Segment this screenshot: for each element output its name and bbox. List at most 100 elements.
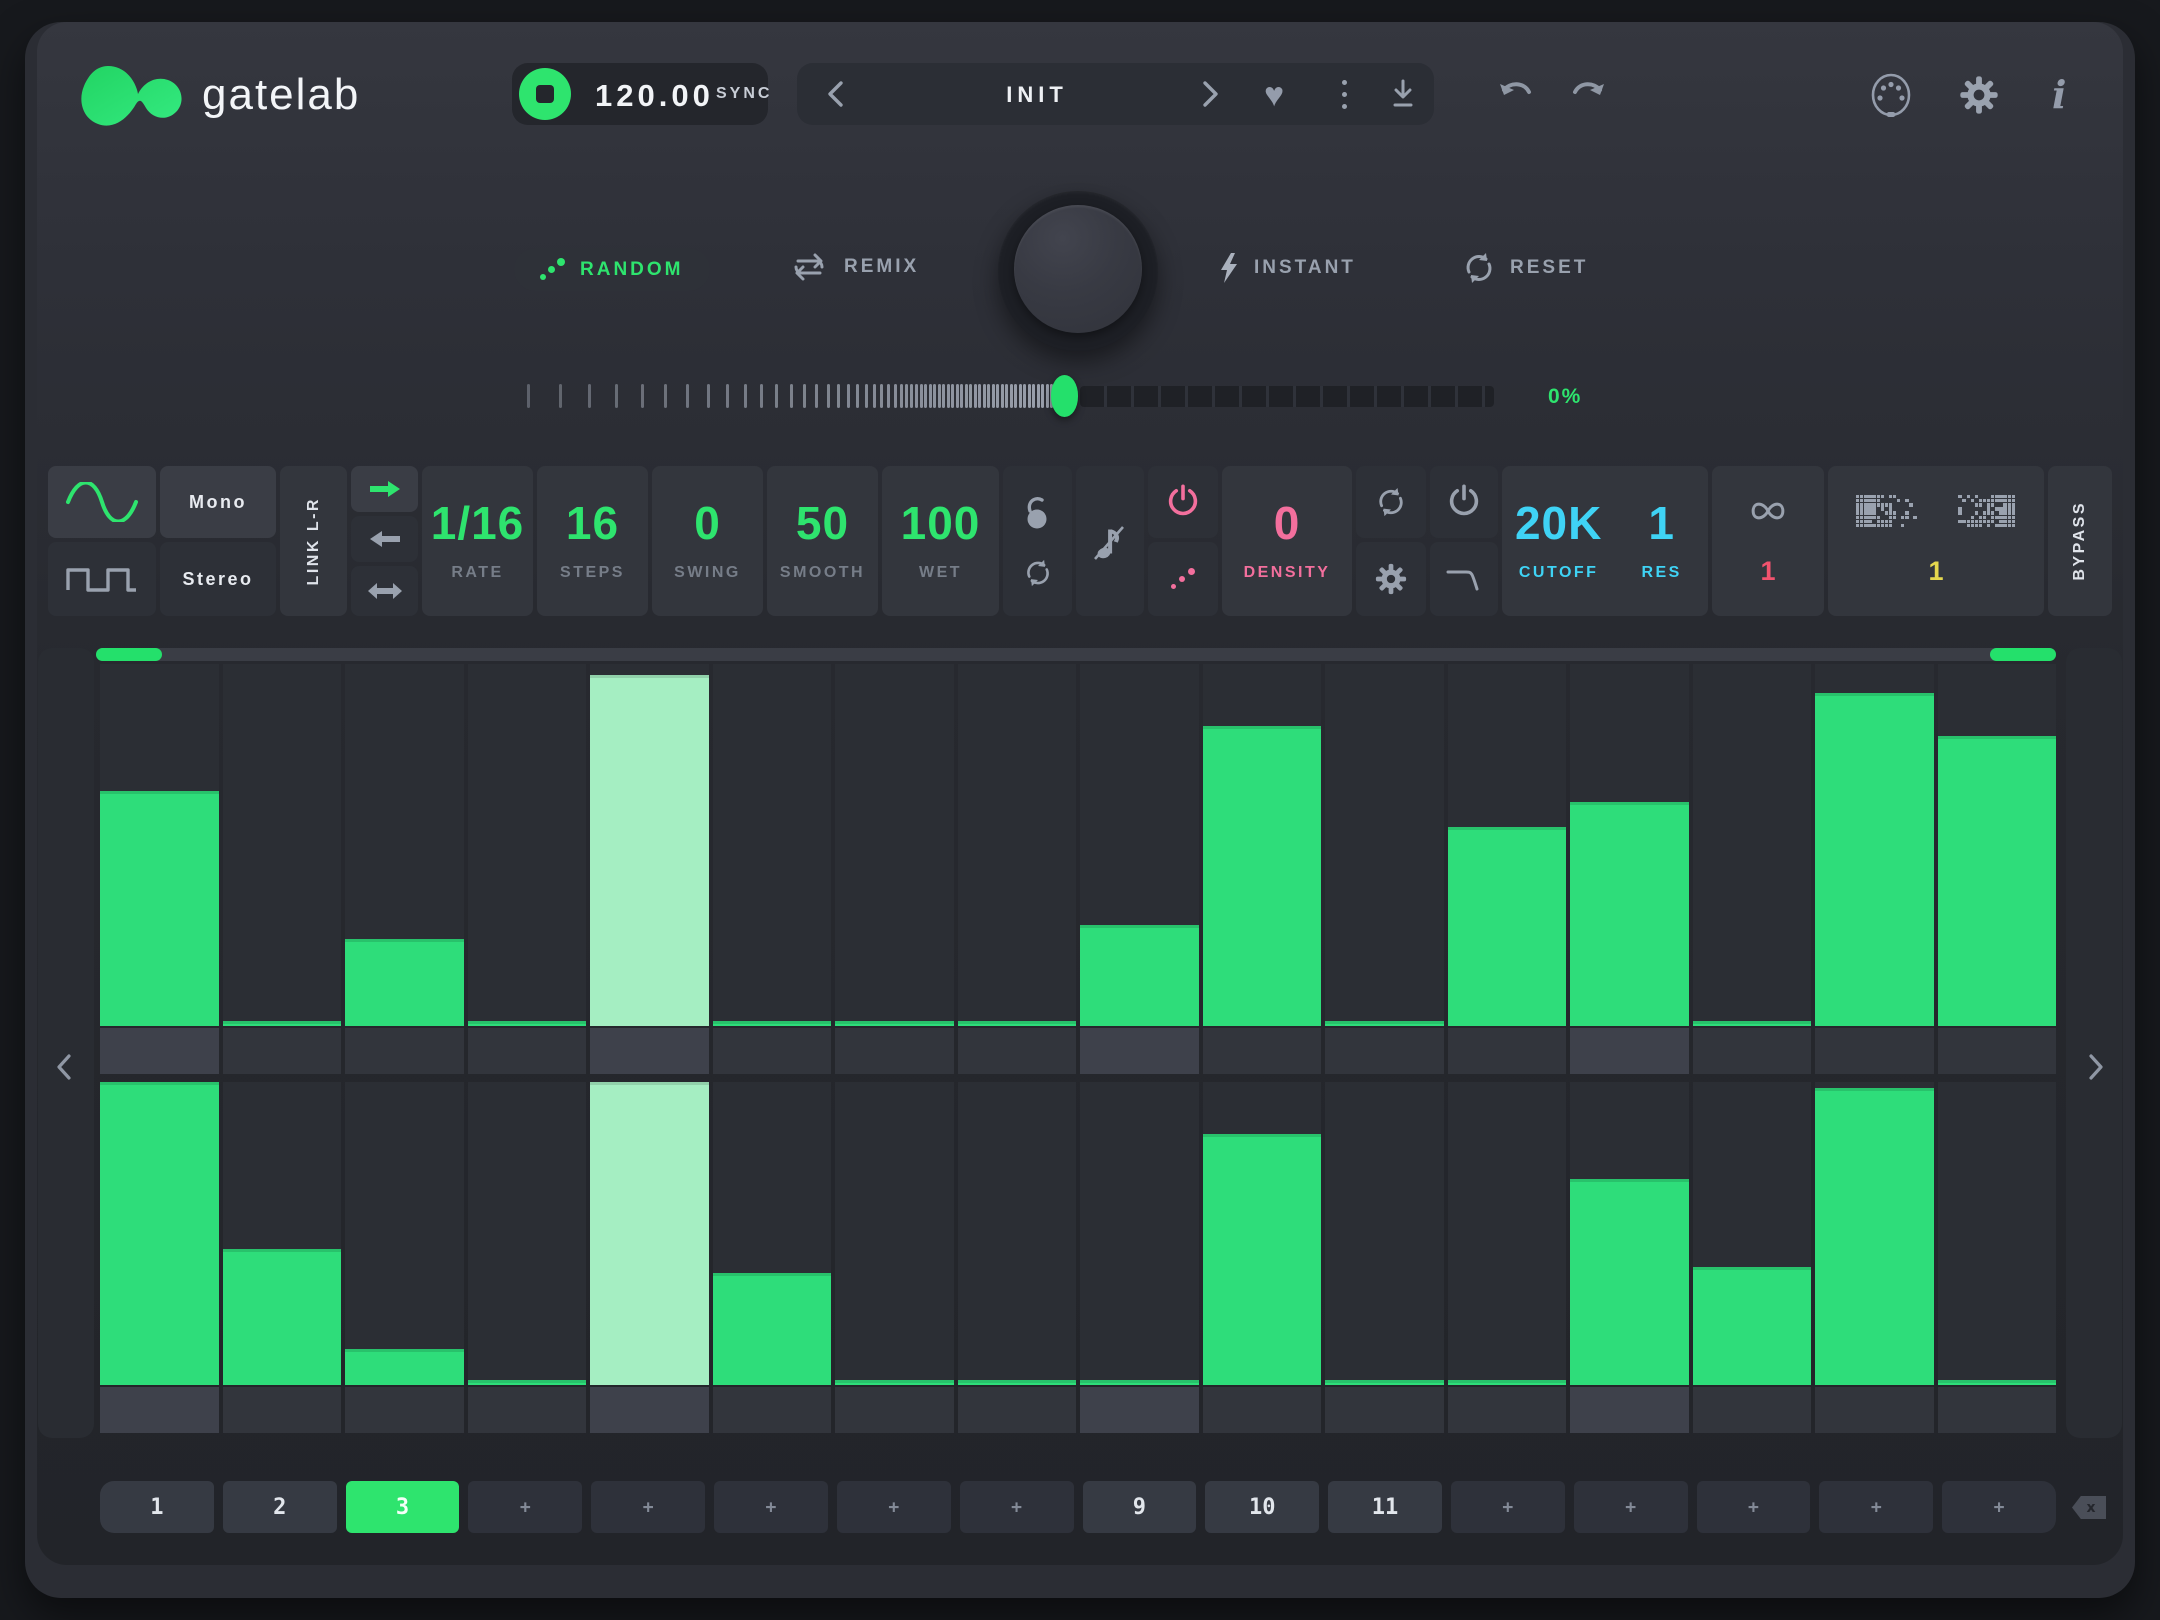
step-bar[interactable] xyxy=(1938,1380,2057,1385)
filter-cutoff-res-control[interactable]: 20K CUTOFF 1 RES xyxy=(1502,466,1708,616)
filter-cycle-button[interactable] xyxy=(1356,466,1426,538)
range-end-handle[interactable] xyxy=(1990,648,2056,661)
step-slot[interactable] xyxy=(345,1387,464,1433)
pattern-add-button[interactable]: + xyxy=(1574,1481,1688,1533)
preset-save-download-icon[interactable] xyxy=(1388,78,1418,110)
smooth-control[interactable]: 50 SMOOTH xyxy=(767,466,878,616)
pattern-button-3[interactable]: 3 xyxy=(346,1481,460,1533)
variation-slider-track[interactable] xyxy=(1080,386,1494,407)
loop-cycle-icon[interactable] xyxy=(1023,559,1053,587)
variation-knob-cap[interactable] xyxy=(1014,205,1142,333)
step-slot[interactable] xyxy=(100,1387,219,1433)
bypass-button[interactable]: BYPASS xyxy=(2048,466,2112,616)
pattern-add-button[interactable]: + xyxy=(1451,1481,1565,1533)
step-column[interactable] xyxy=(1693,664,1812,1026)
play-stop-button[interactable] xyxy=(519,68,571,120)
step-column[interactable] xyxy=(1448,1082,1567,1385)
tempo-value[interactable]: 120.00 xyxy=(595,78,714,114)
sync-toggle[interactable]: SYNC xyxy=(716,85,772,103)
step-slot[interactable] xyxy=(1080,1387,1199,1433)
step-slot[interactable] xyxy=(713,1387,832,1433)
step-bar[interactable] xyxy=(1080,925,1199,1026)
step-slot[interactable] xyxy=(1448,1387,1567,1433)
mute-button[interactable] xyxy=(1076,466,1144,616)
step-slot[interactable] xyxy=(1203,1387,1322,1433)
step-bar[interactable] xyxy=(223,1021,342,1026)
step-column[interactable] xyxy=(1203,664,1322,1026)
pattern-button-9[interactable]: 9 xyxy=(1083,1481,1197,1533)
filter-settings-button[interactable] xyxy=(1356,542,1426,616)
step-slot[interactable] xyxy=(468,1028,587,1074)
pattern-button-2[interactable]: 2 xyxy=(223,1481,337,1533)
pattern-button-1[interactable]: 1 xyxy=(100,1481,214,1533)
step-column[interactable] xyxy=(590,664,709,1026)
step-slot[interactable] xyxy=(223,1028,342,1074)
step-slot[interactable] xyxy=(468,1387,587,1433)
pattern-add-button[interactable]: + xyxy=(468,1481,582,1533)
wet-control[interactable]: 100 WET xyxy=(882,466,999,616)
step-slot[interactable] xyxy=(1080,1028,1199,1074)
beat-slot-row-top[interactable] xyxy=(100,1028,2056,1074)
step-slot[interactable] xyxy=(1448,1028,1567,1074)
step-column[interactable] xyxy=(835,664,954,1026)
beat-slot-row-bottom[interactable] xyxy=(100,1387,2056,1433)
step-column[interactable] xyxy=(468,1082,587,1385)
undo-icon[interactable] xyxy=(1496,78,1536,110)
step-column[interactable] xyxy=(468,664,587,1026)
sequencer-grid-top[interactable] xyxy=(100,664,2056,1026)
step-slot[interactable] xyxy=(1570,1387,1689,1433)
step-column[interactable] xyxy=(590,1082,709,1385)
step-column[interactable] xyxy=(1938,664,2057,1026)
shape-square-button[interactable] xyxy=(48,542,156,616)
steps-control[interactable]: 16 STEPS xyxy=(537,466,648,616)
step-slot[interactable] xyxy=(1203,1028,1322,1074)
step-bar[interactable] xyxy=(468,1021,587,1026)
step-slot[interactable] xyxy=(835,1028,954,1074)
pattern-add-button[interactable]: + xyxy=(1819,1481,1933,1533)
preset-name[interactable]: INIT xyxy=(857,82,1217,108)
step-column[interactable] xyxy=(1938,1082,2057,1385)
remix-button[interactable]: REMIX xyxy=(790,252,919,282)
step-bar[interactable] xyxy=(713,1021,832,1026)
step-bar[interactable] xyxy=(1203,1134,1322,1385)
variation-slider-handle[interactable] xyxy=(1051,375,1078,417)
density-random-button[interactable] xyxy=(1148,542,1218,616)
step-column[interactable] xyxy=(1448,664,1567,1026)
step-bar[interactable] xyxy=(468,1380,587,1385)
link-lr-button[interactable]: LINK L-R xyxy=(280,466,347,616)
shape-sine-button[interactable] xyxy=(48,466,156,538)
step-slot[interactable] xyxy=(713,1028,832,1074)
step-slot[interactable] xyxy=(1938,1387,2057,1433)
density-power-button[interactable] xyxy=(1148,466,1218,538)
density-control[interactable]: 0 DENSITY xyxy=(1222,466,1352,616)
pattern-button-10[interactable]: 10 xyxy=(1205,1481,1319,1533)
step-column[interactable] xyxy=(345,1082,464,1385)
step-slot[interactable] xyxy=(958,1387,1077,1433)
filter-type-button[interactable] xyxy=(1430,542,1498,616)
step-column[interactable] xyxy=(345,664,464,1026)
swing-control[interactable]: 0 SWING xyxy=(652,466,763,616)
page-prev-chevron[interactable] xyxy=(54,1052,74,1082)
step-slot[interactable] xyxy=(223,1387,342,1433)
step-bar[interactable] xyxy=(1815,693,1934,1026)
step-column[interactable] xyxy=(713,664,832,1026)
step-bar[interactable] xyxy=(1693,1267,1812,1385)
step-slot[interactable] xyxy=(1693,1028,1812,1074)
step-bar[interactable] xyxy=(1938,736,2057,1026)
range-start-handle[interactable] xyxy=(96,648,162,661)
step-bar[interactable] xyxy=(835,1021,954,1026)
step-slot[interactable] xyxy=(1325,1028,1444,1074)
filter-power-button[interactable] xyxy=(1430,466,1498,538)
pattern-add-button[interactable]: + xyxy=(1697,1481,1811,1533)
step-bar[interactable] xyxy=(835,1380,954,1385)
step-bar[interactable] xyxy=(223,1249,342,1385)
step-bar[interactable] xyxy=(713,1273,832,1385)
step-bar-active[interactable] xyxy=(590,675,709,1026)
step-bar[interactable] xyxy=(1815,1088,1934,1385)
step-slot[interactable] xyxy=(1325,1387,1444,1433)
step-range-strip[interactable] xyxy=(96,648,2056,661)
loop-count-control[interactable]: 1 xyxy=(1712,466,1824,616)
step-column[interactable] xyxy=(713,1082,832,1385)
step-column[interactable] xyxy=(1693,1082,1812,1385)
pattern-button-11[interactable]: 11 xyxy=(1328,1481,1442,1533)
